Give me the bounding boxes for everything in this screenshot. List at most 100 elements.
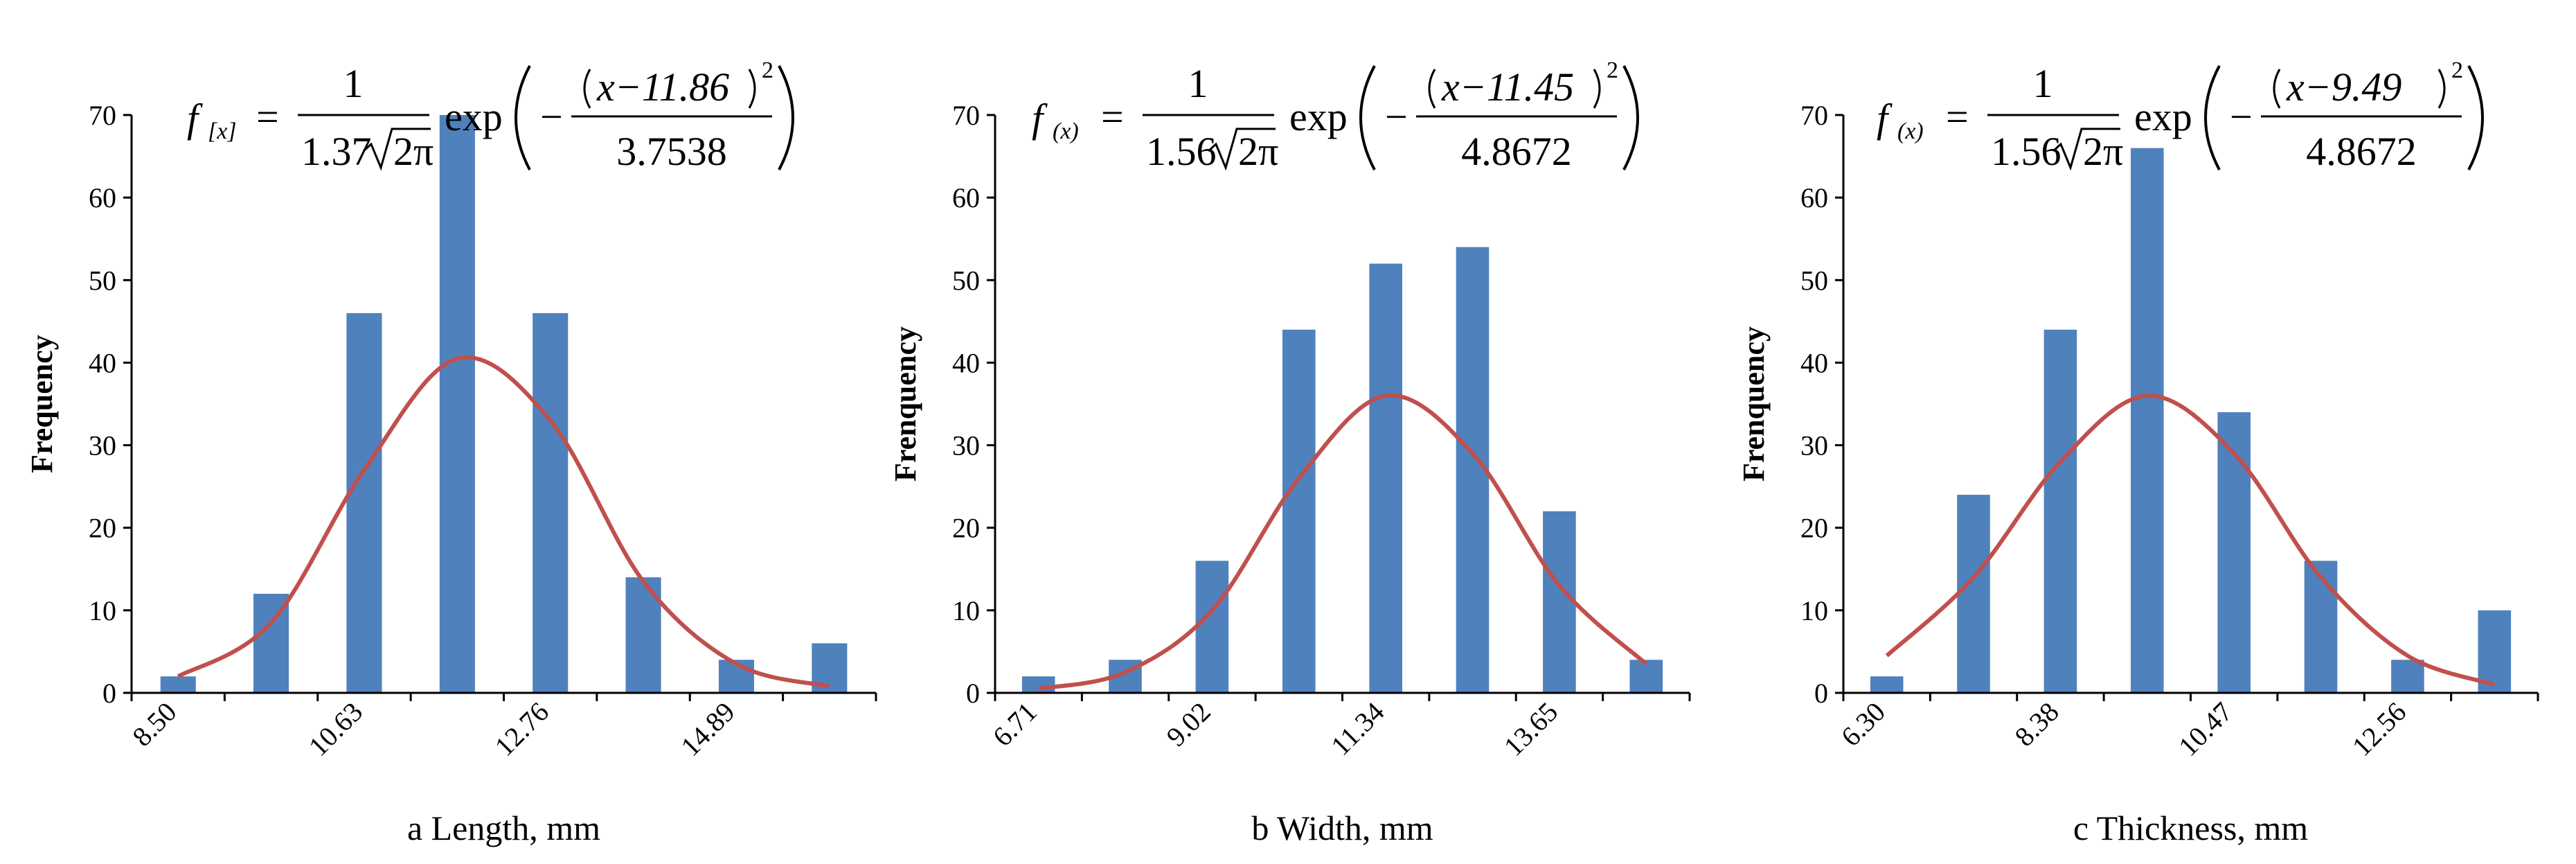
equation-denominator: 4.8672 <box>2306 129 2417 174</box>
y-tick-label: 30 <box>1800 430 1828 461</box>
equation-numerator: 1 <box>1188 61 1208 106</box>
chart-3: 0 10 20 30 40 50 60 70 6.30 8.38 10.47 12.56 Frenque… <box>1737 58 2539 847</box>
x-tick-label: 12.76 <box>489 696 555 762</box>
equation-equals: = <box>256 94 279 139</box>
equation-coefficient: 1.56 <box>1991 129 2061 174</box>
y-tick-label: 60 <box>952 182 980 213</box>
y-tick-label: 10 <box>89 595 116 626</box>
y-tick-label: 30 <box>952 430 980 461</box>
equation-f: f <box>1877 96 1893 141</box>
equation-subscript: [x] <box>208 118 237 144</box>
y-tick-label: 20 <box>1800 513 1828 544</box>
chart-2: 0 10 20 30 40 50 60 70 6.71 9.02 11.34 13.65 Frenque… <box>888 58 1691 847</box>
paren-inner-right <box>748 69 756 109</box>
sqrt-sign <box>362 127 431 171</box>
y-axis-title: Frenquency <box>1737 326 1771 482</box>
y-tick-label: 40 <box>1800 347 1828 378</box>
equation-f: f <box>1032 96 1048 141</box>
y-tick-label: 20 <box>952 513 980 544</box>
equation-coefficient: 1.56 <box>1146 129 1217 174</box>
y-tick-label: 40 <box>89 347 116 378</box>
paren-inner-left <box>1428 69 1436 109</box>
equation-sqrt-arg: 2π <box>1238 129 1278 174</box>
bar <box>2131 148 2164 693</box>
y-tick-label: 60 <box>1800 182 1828 213</box>
bar <box>1021 676 1055 693</box>
y-tick-label: 20 <box>89 513 116 544</box>
x-tick-label: 13.65 <box>1498 696 1564 762</box>
y-tick-label: 70 <box>1800 100 1828 131</box>
bar <box>1369 263 1402 693</box>
bar <box>1282 329 1316 693</box>
paren-left <box>515 65 531 170</box>
bar <box>2217 412 2251 693</box>
y-tick-label: 0 <box>102 678 116 709</box>
x-tick-label: 14.89 <box>674 696 740 762</box>
paren-left <box>1359 65 1376 170</box>
x-tick-label: 10.63 <box>303 696 368 762</box>
y-tick-label: 10 <box>952 595 980 626</box>
paren-inner-left <box>2273 69 2281 109</box>
normal-curve <box>1038 393 1648 691</box>
paren-right <box>778 65 794 170</box>
bar <box>1870 676 1904 693</box>
x-axis-title: c Thickness, mm <box>2073 809 2308 847</box>
equation-minus: − <box>540 94 563 139</box>
bar <box>2043 329 2077 693</box>
y-axis-title: Frenquency <box>888 326 922 482</box>
x-tick-label: 10.47 <box>2172 696 2238 762</box>
equation-minus: − <box>1385 94 1408 139</box>
equation-exp: exp <box>1289 94 1348 139</box>
y-tick-label: 10 <box>1800 595 1828 626</box>
equation-coefficient: 1.37 <box>301 129 372 174</box>
bar <box>2304 561 2338 693</box>
equation-exp: exp <box>445 94 503 139</box>
y-tick-label: 50 <box>1800 265 1828 296</box>
equation-subscript: (x) <box>1053 118 1079 144</box>
bar <box>1543 511 1576 693</box>
equation-sqrt-arg: 2π <box>393 129 433 174</box>
x-tick-label: 8.38 <box>2008 696 2064 752</box>
equation-sqrt-arg: 2π <box>2083 129 2123 174</box>
y-tick-label: 50 <box>89 265 116 296</box>
x-tick-label: 6.30 <box>1835 696 1891 752</box>
y-axis-title: Frequency <box>25 335 59 473</box>
equation-power: 2 <box>2451 58 2463 83</box>
distribution-equation: f [x] = 1 1.37 2π exp −x−11.86 2 3.7538 <box>187 58 794 174</box>
bar <box>533 312 569 693</box>
paren-inner-right <box>1593 69 1601 109</box>
equation-power: 2 <box>762 58 773 83</box>
paren-inner-left <box>583 69 591 109</box>
sqrt-sign <box>2052 127 2120 171</box>
equation-f: f <box>187 96 203 141</box>
equation-minus: − <box>2230 94 2253 139</box>
bar <box>1629 660 1663 693</box>
equation-denominator: 3.7538 <box>616 129 727 174</box>
equation-numerator: 1 <box>2033 61 2053 106</box>
y-tick-label: 50 <box>952 265 980 296</box>
y-tick-label: 70 <box>952 100 980 131</box>
x-axis-title: b Width, mm <box>1251 809 1433 847</box>
x-tick-label: 8.50 <box>126 696 182 752</box>
equation-power: 2 <box>1607 58 1618 83</box>
x-tick-label: 9.02 <box>1160 696 1216 752</box>
x-tick-label: 6.71 <box>987 696 1043 752</box>
chart-1: 0 10 20 30 40 50 60 70 8.50 10.63 12.76 14.89 Freque… <box>25 58 877 847</box>
normal-curve <box>177 355 830 689</box>
equation-exp: exp <box>2134 94 2192 139</box>
bar <box>2478 610 2512 693</box>
equation-equals: = <box>1946 94 1969 139</box>
bar <box>439 115 475 693</box>
paren-right <box>1622 65 1639 170</box>
y-tick-label: 0 <box>966 678 980 709</box>
equation-numerator: 1 <box>343 61 364 106</box>
equation-equals: = <box>1101 94 1124 139</box>
bar <box>160 676 196 693</box>
equation-shift: x−11.86 <box>596 64 729 109</box>
paren-inner-right <box>2438 69 2446 109</box>
equation-denominator: 4.8672 <box>1461 129 1572 174</box>
equation-subscript: (x) <box>1897 118 1924 144</box>
equation-shift: x−9.49 <box>2286 64 2401 109</box>
